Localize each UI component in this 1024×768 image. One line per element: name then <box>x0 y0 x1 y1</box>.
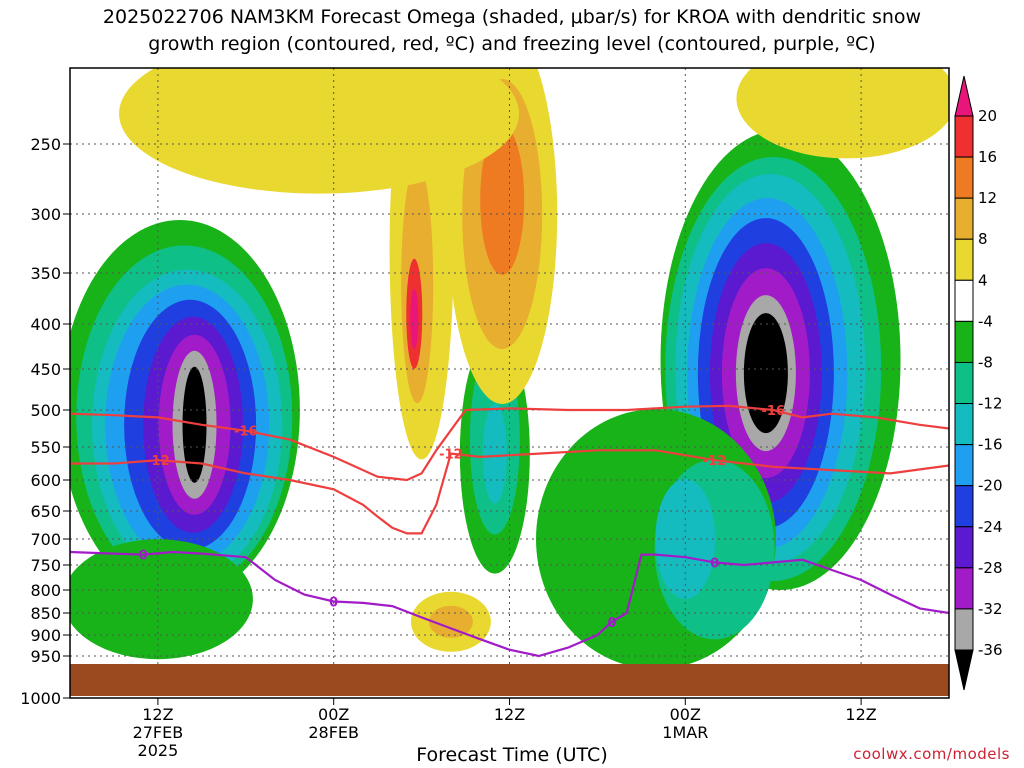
contour-label: 0 <box>329 596 338 611</box>
x-tick-label: 12Z <box>142 705 173 724</box>
colorbar-swatch <box>954 115 974 158</box>
colorbar-label: -20 <box>978 477 1003 495</box>
colorbar-swatch <box>954 526 974 569</box>
colorbar-swatch <box>954 279 974 322</box>
colorbar-label: -24 <box>978 518 1003 536</box>
colorbar-swatch <box>954 444 974 487</box>
y-tick-label: 950 <box>30 647 61 666</box>
colorbar-swatch <box>954 485 974 528</box>
contour-0 <box>70 550 949 658</box>
ground-surface <box>70 664 949 696</box>
colorbar-swatch <box>954 238 974 281</box>
colorbar: 20 16 12 8 4 -4 -8 -12 -16 -20 -24 -28 -32 -36 <box>954 75 1003 691</box>
colorbar-label: -4 <box>978 312 993 330</box>
omega-sinking-low <box>428 605 473 638</box>
colorbar-swatch <box>954 567 974 610</box>
omega-region-lower <box>655 479 716 599</box>
omega-region-lower <box>70 539 253 660</box>
omega-sinking-top <box>736 68 949 159</box>
x-tick-label: 1MAR <box>662 723 708 742</box>
colorbar-label: 8 <box>978 230 988 248</box>
omega-sinking-upper <box>480 125 525 275</box>
colorbar-label: -16 <box>978 436 1003 454</box>
colorbar-label: 20 <box>978 107 997 125</box>
contour-label: -12 <box>439 448 463 463</box>
y-tick-label: 450 <box>30 360 61 379</box>
x-tick-label: 00Z <box>318 705 349 724</box>
y-tick-label: 550 <box>30 438 61 457</box>
colorbar-swatch <box>954 361 974 405</box>
y-tick-label: 700 <box>30 530 61 549</box>
colorbar-arrow-bottom <box>954 649 974 691</box>
omega-sinking-narrow <box>410 288 419 349</box>
x-tick-label: 27FEB <box>133 723 184 742</box>
x-tick-label: 12Z <box>494 705 525 724</box>
colorbar-label: 12 <box>978 189 997 207</box>
colorbar-swatch <box>954 197 974 240</box>
contour-label: 0 <box>608 616 617 631</box>
chart-title-line-2: growth region (contoured, red, ºC) and f… <box>148 33 876 55</box>
colorbar-label: 4 <box>978 271 988 289</box>
x-tick-label: 12Z <box>845 705 876 724</box>
ground-layer <box>70 664 949 696</box>
colorbar-arrow-top <box>954 75 974 117</box>
y-tick-label: 650 <box>30 502 61 521</box>
contour-label: -16 <box>761 404 785 419</box>
x-tick-label: 28FEB <box>308 723 359 742</box>
colorbar-swatch <box>954 403 974 446</box>
colorbar-label: -28 <box>978 559 1003 577</box>
x-tick-label: 00Z <box>670 705 701 724</box>
colorbar-label: -12 <box>978 395 1003 413</box>
colorbar-label: 16 <box>978 148 997 166</box>
x-axis-title: Forecast Time (UTC) <box>416 744 608 766</box>
y-axis: 250 300 350 400 450 500 550 600 650 700 750 800 850 9… <box>20 135 70 708</box>
y-tick-label: 800 <box>30 581 61 600</box>
x-tick-label: 2025 <box>138 741 179 760</box>
contour-label: -16 <box>234 425 258 440</box>
colorbar-swatch <box>954 156 974 199</box>
credit-text: coolwx.com/models <box>853 745 1010 763</box>
y-tick-label: 400 <box>30 315 61 334</box>
contour-label: 0 <box>710 556 719 571</box>
contour-lines: -12 -12 -12 -16 -16 0 0 0 0 <box>70 404 949 658</box>
y-tick-label: 500 <box>30 401 61 420</box>
y-tick-label: 300 <box>30 205 61 224</box>
y-tick-label: 850 <box>30 604 61 623</box>
y-tick-label: 250 <box>30 135 61 154</box>
omega-region-middle <box>482 403 507 504</box>
contour-label: -12 <box>146 454 170 469</box>
colorbar-label: -8 <box>978 353 993 371</box>
omega-region-right <box>743 313 788 434</box>
y-tick-label: 1000 <box>20 689 61 708</box>
contour-minus16 <box>70 404 949 482</box>
colorbar-swatch <box>954 320 974 363</box>
y-tick-label: 900 <box>30 626 61 645</box>
omega-shading <box>70 68 949 669</box>
contour-minus12 <box>70 449 949 535</box>
colorbar-label: -36 <box>978 641 1003 659</box>
colorbar-swatch <box>954 608 974 651</box>
omega-region-left <box>182 366 207 483</box>
contour-label: 0 <box>139 549 148 564</box>
y-tick-label: 350 <box>30 264 61 283</box>
colorbar-label: -32 <box>978 600 1003 618</box>
y-tick-label: 600 <box>30 471 61 490</box>
omega-sinking-top <box>119 68 519 194</box>
chart-title-line-1: 2025022706 NAM3KM Forecast Omega (shaded… <box>102 6 922 28</box>
y-tick-label: 750 <box>30 556 61 575</box>
contour-label: -12 <box>703 454 727 469</box>
